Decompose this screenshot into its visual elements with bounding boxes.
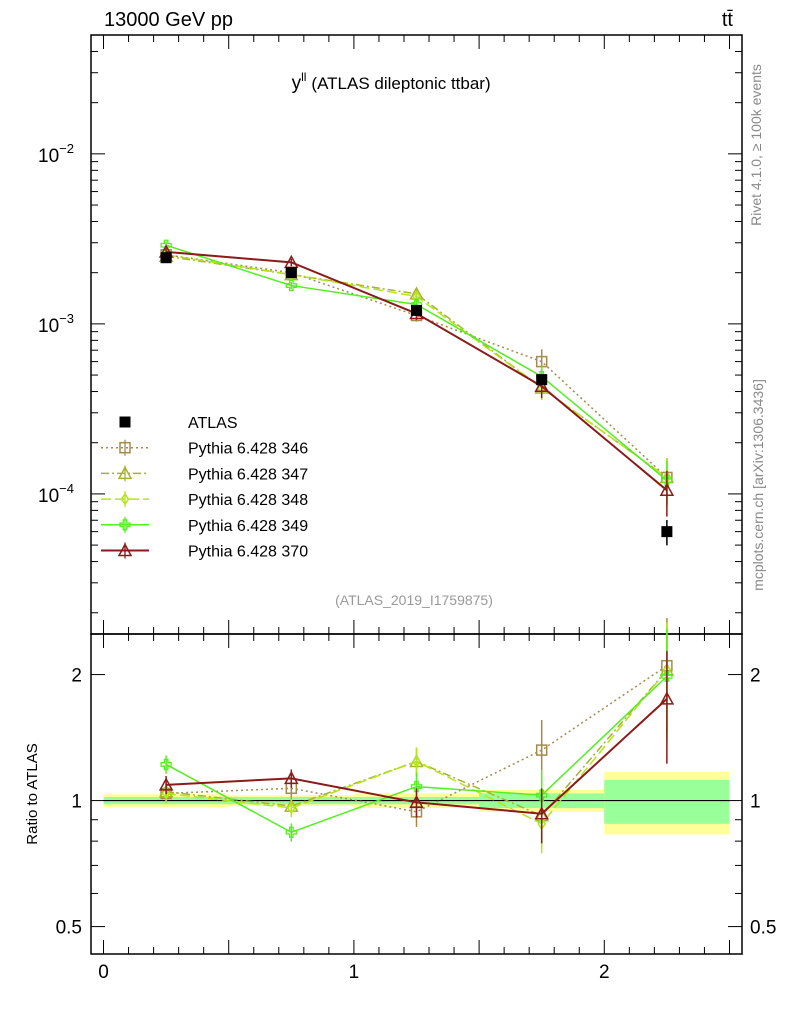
series-point xyxy=(659,482,675,497)
ratio-ytick-label-left: 1 xyxy=(71,792,82,813)
ratio-point xyxy=(160,758,172,771)
legend-label: Pythia 6.428 347 xyxy=(188,466,308,483)
process-label: tt̄ xyxy=(722,9,734,31)
data-point xyxy=(411,304,422,316)
data-point xyxy=(160,252,172,264)
ratio-point xyxy=(412,755,421,768)
ratio-ytick-label-left: 2 xyxy=(71,666,82,687)
ratio-ytick-label-right: 2 xyxy=(750,666,761,687)
legend-marker xyxy=(120,492,130,506)
legend: ATLAS Pythia 6.428 346 Pythia 6.428 347 Pyt… xyxy=(101,415,308,561)
ratio-point xyxy=(661,670,673,683)
series-point xyxy=(534,378,549,392)
energy-label: 13000 GeV pp xyxy=(104,9,233,31)
ratio-point xyxy=(659,691,675,705)
ratio-point xyxy=(286,801,296,815)
legend-item-2: Pythia 6.428 348 xyxy=(101,491,308,509)
legend-item-0: Pythia 6.428 346 xyxy=(101,439,308,458)
legend-label: Pythia 6.428 370 xyxy=(188,544,308,561)
ratio-ytick-label-right: 1 xyxy=(750,792,761,813)
legend-item-data: ATLAS xyxy=(119,415,238,432)
ratio-point xyxy=(285,826,297,838)
ratio-band-inner xyxy=(604,779,730,824)
ratio-frame xyxy=(90,633,743,955)
main-plot: 10−2 10−3 10−4 yll (ATLAS dileptonic ttbar… xyxy=(38,34,743,635)
mcplots-credit: mcplots.cern.ch [arXiv:1306.3436] xyxy=(750,379,766,591)
legend-item-4: Pythia 6.428 370 xyxy=(101,542,308,561)
legend-label: ATLAS xyxy=(188,415,238,432)
data-point xyxy=(661,526,673,538)
legend-item-3: Pythia 6.428 349 xyxy=(101,516,308,535)
ratio-point xyxy=(534,806,549,820)
data-point xyxy=(536,374,548,386)
legend-marker xyxy=(117,542,133,557)
main-ytick-label: 10−4 xyxy=(38,481,74,507)
ratio-point xyxy=(158,777,174,791)
ratio-point xyxy=(284,770,299,785)
ratio-point xyxy=(536,789,548,801)
legend-label: Pythia 6.428 348 xyxy=(188,492,308,509)
legend-label: Pythia 6.428 346 xyxy=(188,441,308,458)
ratio-ytick-label-left: 0.5 xyxy=(56,918,82,939)
legend-label: Pythia 6.428 349 xyxy=(188,518,308,535)
chart-subtitle: (ATLAS dileptonic ttbar) xyxy=(311,74,490,93)
rivet-version: Rivet 4.1.0, ≥ 100k events xyxy=(748,64,764,226)
analysis-label: (ATLAS_2019_I1759875) xyxy=(335,592,493,608)
legend-marker xyxy=(117,465,133,480)
ratio-ylabel: Ratio to ATLAS xyxy=(24,743,41,844)
main-ytick-label: 10−3 xyxy=(38,311,74,337)
legend-marker xyxy=(119,416,131,428)
series-point xyxy=(285,279,297,292)
series-point xyxy=(661,474,673,487)
legend-item-1: Pythia 6.428 347 xyxy=(101,465,308,483)
legend-marker xyxy=(119,441,131,454)
main-ytick-label: 10−2 xyxy=(38,141,74,167)
xtick-label: 0 xyxy=(98,962,109,983)
xtick-label: 1 xyxy=(349,962,360,983)
legend-marker xyxy=(119,519,131,531)
ratio-point xyxy=(409,794,424,809)
data-series xyxy=(160,252,673,546)
ratio-plot: 2 2 1 1 0.5 0.5 0 1 2 Ratio to ATLAS xyxy=(24,618,776,983)
ratio-point xyxy=(161,787,171,800)
ratio-series-4 xyxy=(158,651,675,844)
chart-title: yll xyxy=(292,70,307,94)
data-point xyxy=(285,267,297,279)
ratio-point xyxy=(410,780,423,793)
ratio-ytick-label-right: 0.5 xyxy=(750,918,776,939)
xtick-label: 2 xyxy=(599,962,610,983)
ratio-point xyxy=(535,744,548,756)
